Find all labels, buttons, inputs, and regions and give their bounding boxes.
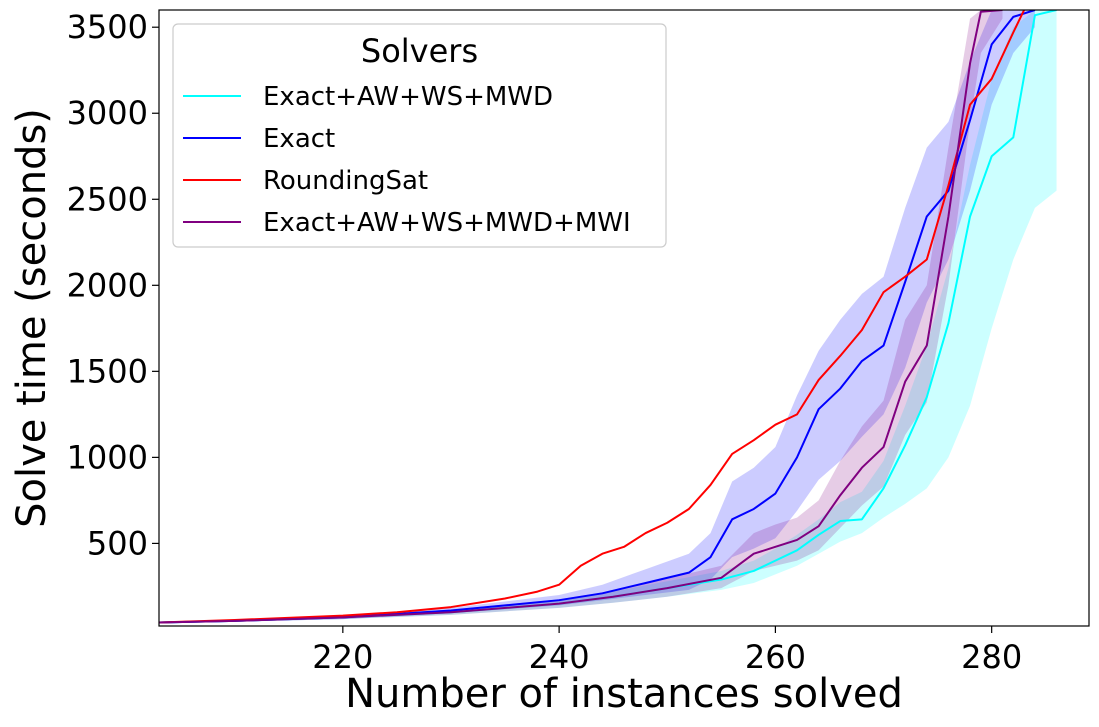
y-tick-label: 3000 [67, 94, 148, 132]
x-tick-label: 280 [961, 638, 1022, 676]
legend-label-series-3: RoundingSat [263, 166, 428, 196]
line-series-2 [159, 10, 1036, 624]
y-tick-label: 2000 [67, 266, 148, 304]
legend: Solvers Exact+AW+WS+MWD Exact RoundingSat E… [172, 23, 667, 248]
y-tick-label: 500 [87, 524, 148, 562]
x-tick-label: 220 [312, 638, 373, 676]
legend-title: Solvers [361, 32, 478, 70]
y-tick-label: 1000 [67, 438, 148, 476]
legend-label-series-4: Exact+AW+WS+MWD+MWI [263, 208, 631, 238]
y-axis-ticks: 500 1000 1500 2000 2500 3000 3500 [67, 8, 159, 562]
plot-frame [158, 9, 1090, 627]
series-lines [159, 10, 1057, 624]
y-tick-label: 3500 [67, 8, 148, 46]
legend-label-series-1: Exact+AW+WS+MWD [263, 82, 553, 112]
line-series-3 [159, 10, 1026, 624]
legend-box [172, 23, 667, 248]
x-axis-ticks: 220 240 260 280 [312, 626, 1022, 676]
line-series-4 [159, 10, 1003, 624]
x-tick-label: 260 [745, 638, 806, 676]
y-axis-label: Solve time (seconds) [9, 108, 55, 528]
x-axis-label: Number of instances solved [345, 671, 903, 717]
band-series-2 [159, 10, 1035, 624]
x-tick-label: 240 [529, 638, 590, 676]
confidence-bands [159, 10, 1057, 624]
y-tick-label: 2500 [67, 180, 148, 218]
y-tick-label: 1500 [67, 352, 148, 390]
legend-label-series-2: Exact [263, 124, 335, 154]
